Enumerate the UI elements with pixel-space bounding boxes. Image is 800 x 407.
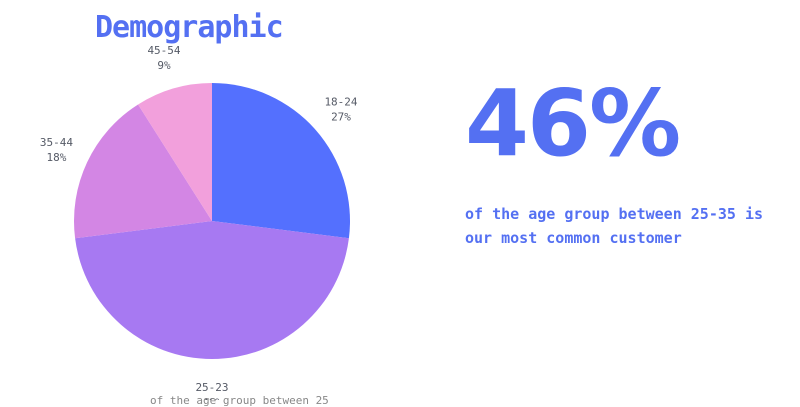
slice-value-label: 46% <box>202 396 222 400</box>
highlight-stat-caption: of the age group between 25-35 is our mo… <box>465 205 764 247</box>
pie-labels: 18-24 27% 25-23 46% 35-44 18% 45-54 9% <box>40 44 358 400</box>
chart-title: Demographic <box>95 10 284 45</box>
pie-slice-18-24 <box>212 83 350 239</box>
slice-category-label: 25-23 <box>195 381 228 394</box>
slice-value-label: 18% <box>46 151 66 164</box>
slice-category-label: 45-54 <box>147 44 180 57</box>
cut-off-footer-text: of the age group between 25 <box>150 394 329 407</box>
slice-value-label: 27% <box>331 110 351 123</box>
pie-slice-35-44 <box>74 104 212 239</box>
slice-category-label: 35-44 <box>40 136 73 149</box>
pie-slice-25-23 <box>75 221 349 359</box>
slice-category-label: 18-24 <box>324 95 357 108</box>
pie-chart: 18-24 27% 25-23 46% 35-44 18% 45-54 9% <box>40 44 358 400</box>
slice-value-label: 9% <box>157 59 171 72</box>
pie-slice-45-54 <box>138 83 212 221</box>
highlight-stat-value: 46% <box>465 70 681 177</box>
pie-slices <box>74 83 350 359</box>
